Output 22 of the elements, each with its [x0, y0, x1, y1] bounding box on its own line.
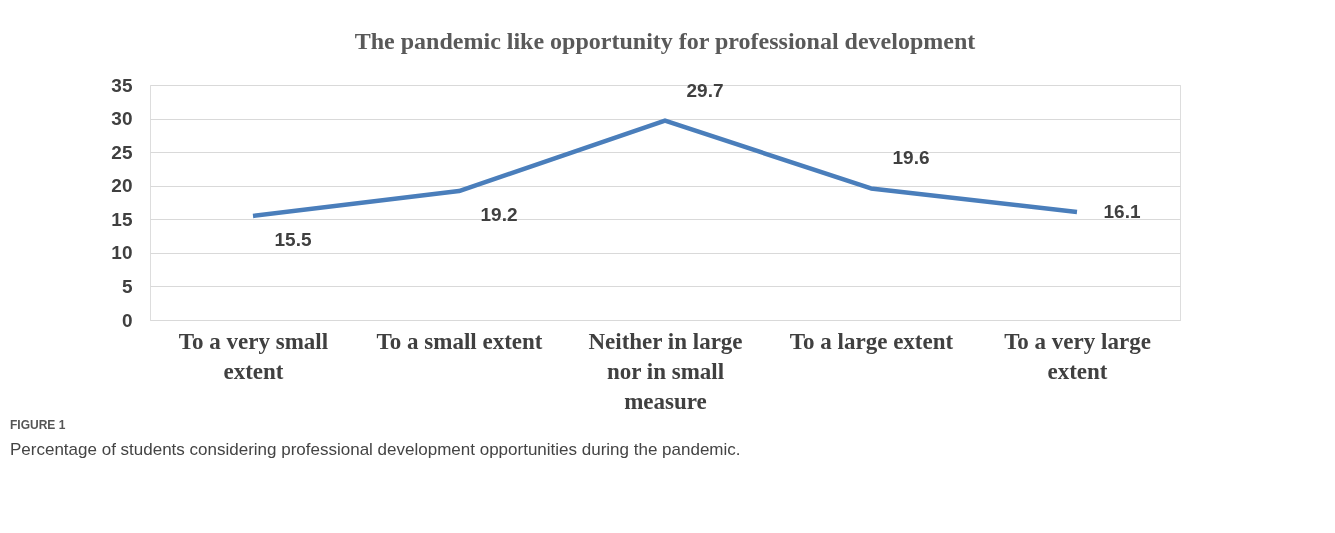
- x-tick-label: To a very large extent: [1004, 328, 1151, 384]
- y-tick-label: 15: [111, 208, 133, 230]
- y-tick-label: 30: [111, 108, 133, 130]
- y-tick-label: 0: [121, 309, 133, 331]
- x-tick-label: To a large extent: [789, 328, 954, 354]
- y-tick-label: 5: [121, 275, 133, 297]
- x-tick-label: To a very small extent: [178, 328, 329, 384]
- y-tick-label: 25: [111, 141, 133, 163]
- y-tick-label: 35: [111, 74, 133, 96]
- data-label: 19.6: [892, 147, 930, 169]
- text: Percentage of students considering professional development opportunities during the pandemic.: [10, 440, 741, 459]
- data-label: 15.5: [274, 228, 312, 250]
- data-label: 29.7: [686, 79, 724, 101]
- line-series: [250, 118, 1080, 219]
- chart-title: The pandemic like opportunity for professional development: [354, 28, 976, 54]
- x-tick-label: To a small extent: [376, 328, 543, 354]
- caption: FIGURE 1: [10, 418, 66, 432]
- data-label: 16.1: [1103, 200, 1141, 222]
- y-tick-label: 10: [111, 242, 133, 264]
- x-tick-label: Neither in large nor in small measure: [588, 328, 743, 414]
- y-tick-label: 20: [111, 175, 133, 197]
- data-label: 19.2: [480, 204, 518, 226]
